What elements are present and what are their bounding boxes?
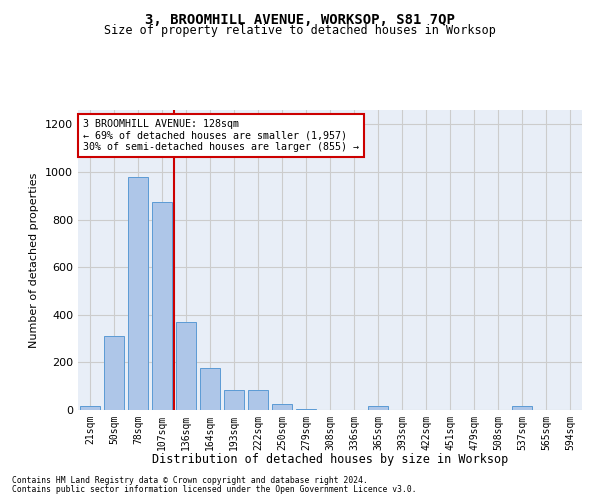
Bar xyxy=(128,176,148,410)
Y-axis label: Number of detached properties: Number of detached properties xyxy=(29,172,40,348)
Bar xyxy=(248,390,268,410)
Bar xyxy=(272,404,292,410)
Bar xyxy=(104,336,124,410)
Bar xyxy=(368,406,388,410)
Bar xyxy=(224,390,244,410)
Text: 3, BROOMHILL AVENUE, WORKSOP, S81 7QP: 3, BROOMHILL AVENUE, WORKSOP, S81 7QP xyxy=(145,12,455,26)
Text: Size of property relative to detached houses in Worksop: Size of property relative to detached ho… xyxy=(104,24,496,37)
Bar xyxy=(200,368,220,410)
Text: Contains public sector information licensed under the Open Government Licence v3: Contains public sector information licen… xyxy=(12,485,416,494)
Text: Contains HM Land Registry data © Crown copyright and database right 2024.: Contains HM Land Registry data © Crown c… xyxy=(12,476,368,485)
Bar xyxy=(296,409,316,410)
Bar xyxy=(512,406,532,410)
Bar xyxy=(152,202,172,410)
Bar xyxy=(80,406,100,410)
Text: 3 BROOMHILL AVENUE: 128sqm
← 69% of detached houses are smaller (1,957)
30% of s: 3 BROOMHILL AVENUE: 128sqm ← 69% of deta… xyxy=(83,119,359,152)
Text: Distribution of detached houses by size in Worksop: Distribution of detached houses by size … xyxy=(152,452,508,466)
Bar xyxy=(176,322,196,410)
